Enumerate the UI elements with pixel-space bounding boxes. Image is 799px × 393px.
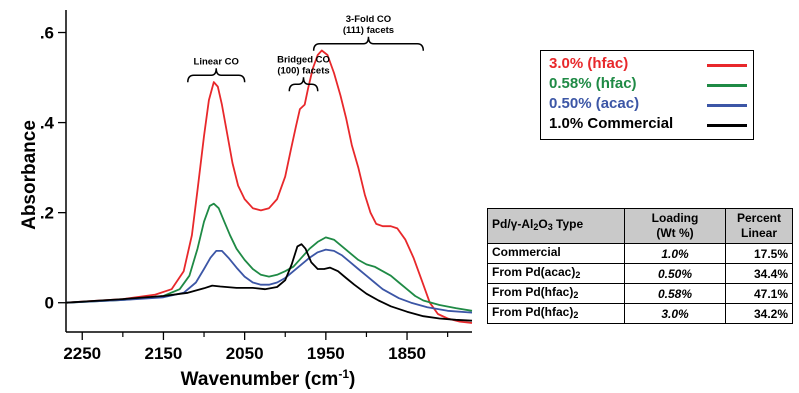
legend-item: 0.50% (acac) xyxy=(549,95,749,115)
annotation-label: Linear CO xyxy=(194,56,239,67)
cell-percent: 34.4% xyxy=(725,263,793,284)
header-percent-linear: Percent Linear xyxy=(725,208,793,244)
cell-loading: 1.0% xyxy=(624,243,726,264)
legend: 3.0% (hfac) 0.58% (hfac) 0.50% (acac) 1.… xyxy=(540,50,754,140)
y-axis-label: Absorbance xyxy=(19,120,40,230)
annotations-group: Linear CO Bridged CO(100) facets 3-Fold CO… xyxy=(187,14,425,92)
y-tick-label: .2 xyxy=(40,204,54,223)
table-row: Commercial 1.0% 17.5% xyxy=(487,243,793,264)
cell-type: From Pd(hfac)2 xyxy=(487,303,625,324)
header-loading: Loading (Wt %) xyxy=(624,208,726,244)
legend-item: 1.0% Commercial xyxy=(549,115,749,135)
annotation-bracket xyxy=(312,36,425,51)
series-group xyxy=(65,49,473,324)
cell-type: From Pd(hfac)2 xyxy=(487,283,625,304)
legend-swatch xyxy=(707,84,747,87)
annotation-label: (100) facets xyxy=(277,65,329,76)
x-tick-label: 2050 xyxy=(226,344,264,363)
cell-loading: 0.50% xyxy=(624,263,726,284)
legend-label: 0.50% (acac) xyxy=(549,95,640,112)
series-line xyxy=(65,49,473,324)
series-line xyxy=(65,248,473,314)
x-tick-label: 1950 xyxy=(307,344,345,363)
cell-percent: 17.5% xyxy=(725,243,793,264)
x-axis-label: Wavenumber (cm-1) xyxy=(181,367,356,390)
cell-percent: 47.1% xyxy=(725,283,793,304)
annotation-label: (111) facets xyxy=(343,25,394,36)
legend-item: 0.58% (hfac) xyxy=(549,75,749,95)
table-row: From Pd(hfac)2 0.58% 47.1% xyxy=(487,283,793,304)
plot-area: 2250 2150 2050 1950 1850 0 .2 .4 .6 xyxy=(40,10,472,363)
cell-loading: 3.0% xyxy=(624,303,726,324)
y-tick-label: .6 xyxy=(40,24,54,43)
cell-percent: 34.2% xyxy=(725,303,793,324)
legend-label: 1.0% Commercial xyxy=(549,115,674,132)
annotation-label: 3-Fold CO xyxy=(346,14,391,25)
annotation-bracket xyxy=(187,68,246,83)
x-tick-label: 2150 xyxy=(145,344,183,363)
catalyst-table: Pd/γ-Al2O3 Type Loading (Wt %) Percent Lin… xyxy=(487,208,793,324)
y-tick-label: .4 xyxy=(40,114,55,133)
legend-item: 3.0% (hfac) xyxy=(549,55,749,75)
table-row: From Pd(hfac)2 3.0% 34.2% xyxy=(487,303,793,324)
series-line xyxy=(65,202,473,312)
cell-type: From Pd(acac)2 xyxy=(487,263,625,284)
header-type: Pd/γ-Al2O3 Type xyxy=(487,208,625,244)
legend-swatch xyxy=(707,64,747,67)
legend-swatch xyxy=(707,124,747,127)
legend-label: 0.58% (hfac) xyxy=(549,75,637,92)
x-tick-label: 2250 xyxy=(63,344,101,363)
annotation-label: Bridged CO xyxy=(277,54,330,65)
legend-swatch xyxy=(707,104,747,107)
x-tick-label: 1850 xyxy=(388,344,426,363)
annotation-bracket xyxy=(288,77,319,92)
y-tick-label: 0 xyxy=(45,294,54,313)
table-header-row: Pd/γ-Al2O3 Type Loading (Wt %) Percent Lin… xyxy=(487,208,793,244)
legend-label: 3.0% (hfac) xyxy=(549,55,629,72)
cell-loading: 0.58% xyxy=(624,283,726,304)
table-row: From Pd(acac)2 0.50% 34.4% xyxy=(487,263,793,284)
cell-type: Commercial xyxy=(487,243,625,264)
series-line xyxy=(65,243,473,322)
